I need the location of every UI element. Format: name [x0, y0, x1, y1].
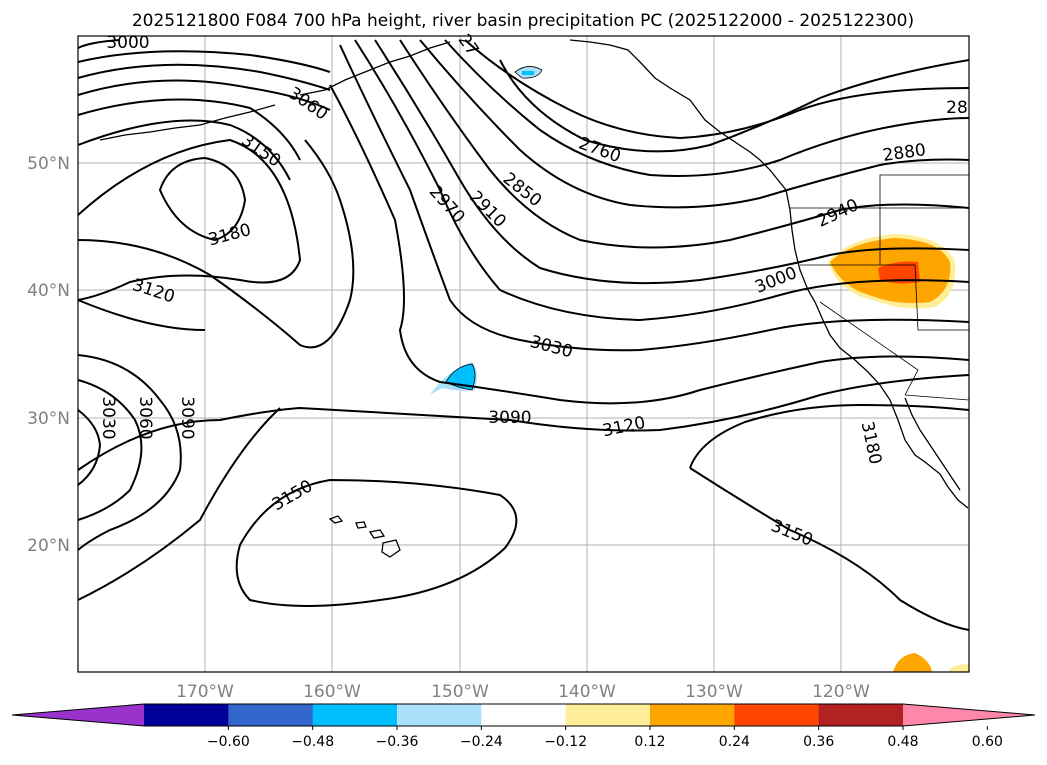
map-title: 2025121800 F084 700 hPa height, river ba…: [132, 11, 914, 31]
colorbar-segment: [481, 704, 567, 726]
contour-3030: [339, 44, 970, 352]
height-contours: [77, 39, 970, 631]
precip-south-light: [948, 664, 969, 672]
colorbar-tick-label: 0.12: [634, 734, 665, 750]
contour-3150: [77, 138, 302, 301]
lon-tick-label: 120°W: [812, 682, 870, 702]
lon-tick-label: 130°W: [685, 682, 743, 702]
state-border-california: [819, 301, 919, 396]
contour-3150-e: [689, 467, 970, 631]
hawaii-kauai: [328, 515, 344, 524]
contour-3090-main: [329, 84, 970, 405]
latitude-tick-labels: 50°N 40°N 30°N 20°N: [27, 154, 70, 556]
colorbar-tick-label: −0.36: [376, 734, 419, 750]
precip-shading: [430, 66, 969, 672]
colorbar-tick-label: −0.24: [460, 734, 503, 750]
colorbar-tick-label: 0.48: [887, 734, 918, 750]
map-panel: 3000 3060 3150 3180 3120 2970 2910 2850 …: [77, 31, 970, 673]
borders: [790, 174, 970, 401]
contour-label: 3000: [106, 33, 149, 53]
contour-north-2: [77, 63, 331, 91]
contour-3060: [77, 79, 331, 111]
contour-2970: [374, 39, 970, 285]
contour-2940: [399, 39, 970, 249]
contour-3000: [354, 39, 970, 322]
colorbar-segment: [650, 704, 735, 726]
precip-south-area: [893, 653, 932, 672]
lon-tick-label: 150°W: [431, 682, 489, 702]
north-america-coast: [569, 39, 969, 509]
contour-label: 3090: [177, 396, 197, 439]
precip-neg-north-core: [522, 71, 534, 75]
contour-3120-sw: [77, 407, 281, 601]
colorbar-segment: [818, 704, 904, 726]
aleutian-islands: [99, 104, 276, 141]
hawaii-big-island: [381, 539, 401, 558]
colorbar-segment: [397, 704, 482, 726]
contour-3090: [77, 98, 301, 161]
map-frame: [77, 35, 970, 673]
colorbar-extend-high: [903, 704, 1035, 726]
colorbar-segment: [144, 704, 229, 726]
hawaii-oahu: [355, 521, 367, 529]
contour-2850: [464, 39, 970, 140]
colorbar-extend-low: [12, 704, 144, 726]
contour-3030-w: [77, 409, 102, 486]
precip-red-area: [878, 261, 920, 284]
contour-3180-e: [689, 403, 970, 469]
contour-3180-closed: [158, 156, 247, 242]
contour-label: 3030: [98, 396, 118, 439]
lat-tick-label: 40°N: [27, 281, 70, 301]
contour-label: 28: [946, 98, 968, 118]
lon-tick-label: 160°W: [303, 682, 361, 702]
contour-3120-main: [77, 374, 970, 471]
contour-2880: [444, 39, 970, 177]
contour-label: 3090: [488, 408, 531, 428]
colorbar-segment: [228, 704, 314, 726]
us-mexico-border: [904, 394, 970, 401]
hawaii-maui: [368, 529, 386, 539]
lat-tick-label: 20°N: [27, 536, 70, 556]
contour-3150-closed: [235, 478, 518, 607]
lat-tick-label: 50°N: [27, 154, 70, 174]
contour-3090-w: [77, 354, 182, 551]
colorbar-segment: [734, 704, 820, 726]
contour-2760: [499, 59, 970, 153]
coastlines: [99, 39, 969, 558]
colorbar-tick-label: −0.12: [544, 734, 587, 750]
lon-tick-label: 170°W: [176, 682, 234, 702]
colorbar-tick-label: −0.60: [207, 734, 250, 750]
map-background: [78, 36, 969, 672]
colorbar-outline: [11, 703, 1036, 727]
contour-3150-n: [77, 119, 291, 181]
longitude-tick-labels: 170°W 160°W 150°W 140°W 130°W 120°W: [176, 682, 870, 702]
contour-2910: [419, 39, 970, 209]
state-border-nevada: [880, 264, 969, 331]
colorbar-tick-label: 0.36: [803, 734, 834, 750]
colorbar-tick-label: 0.60: [972, 734, 1003, 750]
colorbar-segment: [312, 704, 398, 726]
contour-3060-w: [77, 379, 143, 521]
colorbar: −0.60 −0.48 −0.36 −0.24 −0.12 0.12 0.24 0.36 0.4…: [11, 703, 1036, 750]
contour-label: 3060: [135, 396, 155, 439]
colorbar-tick-label: −0.48: [291, 734, 334, 750]
contour-3120-w: [77, 299, 206, 331]
baja-california-coast: [904, 397, 961, 491]
contour-3120: [77, 139, 355, 349]
colorbar-segment: [565, 704, 651, 726]
contour-3000-north: [77, 39, 121, 49]
colorbar-tick-label: 0.24: [719, 734, 750, 750]
state-border-oregon: [800, 174, 969, 266]
contour-north-1: [77, 50, 331, 73]
lat-tick-label: 30°N: [27, 409, 70, 429]
lon-tick-label: 140°W: [558, 682, 616, 702]
